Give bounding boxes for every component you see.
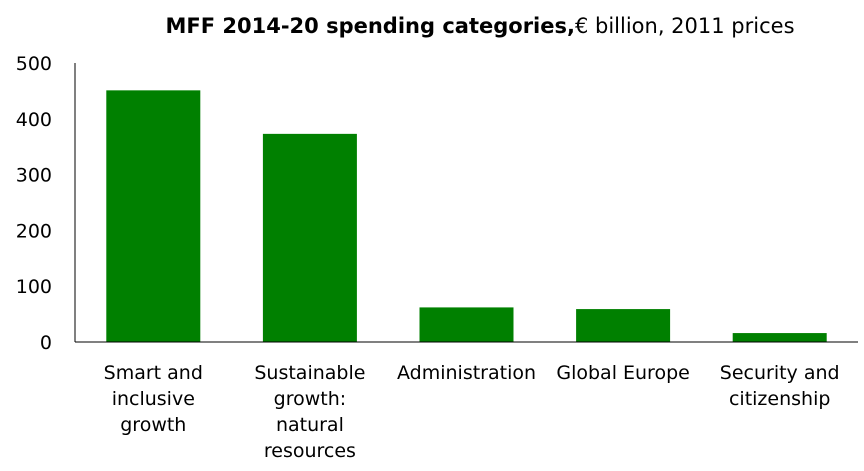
chart-title-bold: MFF 2014-20 spending categories, [165, 14, 575, 38]
x-category-label: Administration [397, 362, 536, 384]
bar [262, 133, 357, 342]
y-tick-label: 300 [16, 165, 52, 187]
x-category-label-line: growth: [274, 388, 347, 410]
x-category-label-line: Administration [397, 362, 536, 384]
y-tick-label: 400 [16, 109, 52, 131]
bars [106, 90, 827, 342]
x-category-label: Smart and inclusive growth [104, 362, 203, 436]
bar [106, 90, 201, 342]
x-category-label-line: Security and [720, 362, 840, 384]
x-category-label-line: citizenship [729, 388, 830, 410]
x-axis-labels: Smart and inclusive growth Sustainable growt… [104, 362, 840, 462]
y-tick-label: 0 [40, 332, 52, 354]
bar [576, 309, 671, 342]
x-category-label-line: Global Europe [556, 362, 689, 384]
chart-title: MFF 2014-20 spending categories,€ billio… [100, 14, 860, 38]
y-tick-label: 100 [16, 276, 52, 298]
x-category-label-line: resources [264, 440, 356, 462]
x-category-label: Global Europe [556, 362, 689, 384]
x-category-label-line: natural [276, 414, 344, 436]
chart-title-rest: € billion, 2011 prices [574, 14, 795, 38]
bar [419, 307, 514, 342]
x-category-label-line: Sustainable [254, 362, 365, 384]
y-axis-ticks: 0 100 200 300 400 500 [16, 53, 52, 354]
bar [732, 333, 827, 342]
x-category-label-line: growth [120, 414, 186, 436]
y-tick-label: 500 [16, 53, 52, 75]
x-category-label: Security and citizenship [720, 362, 840, 410]
x-category-label-line: Smart and [104, 362, 203, 384]
x-category-label-line: inclusive [112, 388, 195, 410]
y-tick-label: 200 [16, 220, 52, 242]
x-category-label: Sustainable growth: natural resources [254, 362, 365, 462]
